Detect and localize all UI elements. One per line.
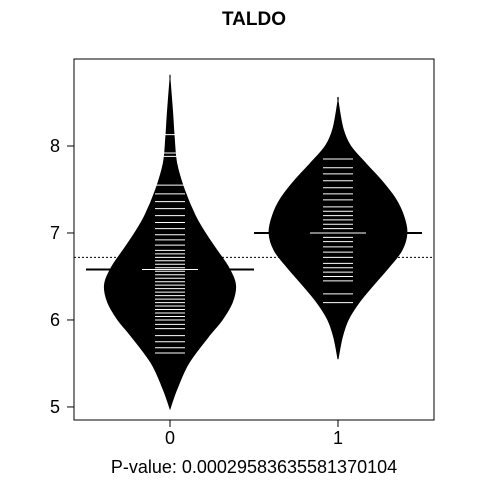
y-tick-label-6: 6 bbox=[50, 310, 60, 330]
y-tick-label-8: 8 bbox=[50, 136, 60, 156]
bean-0 bbox=[103, 74, 237, 411]
x-tick-label-0: 0 bbox=[165, 428, 175, 448]
chart-title: TALDO bbox=[222, 9, 286, 30]
y-tick-label-7: 7 bbox=[50, 223, 60, 243]
y-tick-label-5: 5 bbox=[50, 397, 60, 417]
plot-frame bbox=[73, 58, 435, 421]
plot-area: 5 6 7 8 0 1 bbox=[50, 58, 435, 448]
x-axis-label: P-value: 0.000295836355813701​04 bbox=[111, 457, 397, 477]
x-tick-label-1: 1 bbox=[333, 428, 343, 448]
